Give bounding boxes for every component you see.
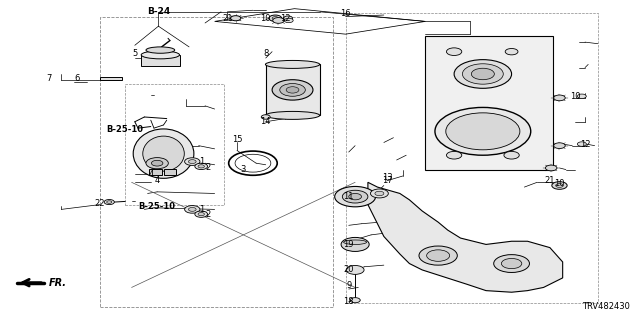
- Circle shape: [342, 190, 368, 203]
- Text: 13: 13: [381, 173, 392, 182]
- Polygon shape: [368, 182, 563, 292]
- Text: 18: 18: [344, 297, 354, 306]
- Bar: [266, 64, 320, 116]
- Circle shape: [188, 207, 196, 211]
- Circle shape: [375, 191, 384, 196]
- Circle shape: [504, 151, 519, 159]
- Circle shape: [107, 201, 112, 203]
- Text: 1: 1: [199, 205, 205, 214]
- Text: 21: 21: [545, 176, 555, 185]
- Text: 10: 10: [260, 14, 271, 23]
- Circle shape: [261, 115, 270, 119]
- Circle shape: [272, 80, 313, 100]
- Text: 5: 5: [132, 49, 138, 58]
- Text: 2: 2: [205, 210, 211, 219]
- Circle shape: [280, 84, 305, 96]
- Circle shape: [198, 212, 204, 216]
- Circle shape: [447, 151, 462, 159]
- Circle shape: [471, 68, 494, 80]
- Circle shape: [446, 113, 520, 150]
- Circle shape: [188, 160, 196, 164]
- Text: B-24: B-24: [147, 7, 170, 16]
- Text: 21: 21: [222, 14, 233, 23]
- Circle shape: [104, 199, 115, 204]
- Circle shape: [454, 60, 511, 88]
- Text: FR.: FR.: [49, 278, 67, 288]
- Ellipse shape: [266, 111, 320, 119]
- Text: 6: 6: [75, 74, 80, 83]
- Bar: [149, 169, 162, 175]
- Text: 17: 17: [381, 176, 392, 185]
- Circle shape: [371, 189, 388, 198]
- Text: 3: 3: [241, 165, 246, 174]
- Text: 10: 10: [554, 180, 564, 188]
- Text: 22: 22: [95, 198, 105, 207]
- Circle shape: [419, 246, 458, 265]
- Text: 10: 10: [570, 92, 580, 101]
- Text: B-25-10: B-25-10: [106, 125, 143, 134]
- Circle shape: [505, 49, 518, 55]
- Circle shape: [493, 255, 529, 272]
- Circle shape: [447, 48, 462, 55]
- Circle shape: [435, 108, 531, 155]
- Circle shape: [284, 18, 293, 23]
- Circle shape: [346, 266, 364, 274]
- Ellipse shape: [152, 160, 163, 166]
- Text: 7: 7: [46, 74, 51, 83]
- Text: 2: 2: [205, 164, 211, 172]
- Text: 4: 4: [148, 170, 154, 179]
- Ellipse shape: [143, 136, 184, 171]
- Circle shape: [184, 158, 200, 165]
- Text: 12: 12: [280, 14, 290, 23]
- Circle shape: [341, 237, 369, 252]
- Circle shape: [198, 165, 204, 168]
- Bar: [100, 76, 122, 80]
- Ellipse shape: [342, 243, 368, 249]
- Text: 14: 14: [260, 117, 271, 126]
- Circle shape: [184, 205, 200, 213]
- Ellipse shape: [266, 60, 320, 68]
- Text: 11: 11: [344, 192, 354, 201]
- Text: 8: 8: [263, 49, 268, 58]
- Ellipse shape: [146, 158, 168, 169]
- Circle shape: [554, 143, 565, 148]
- Ellipse shape: [344, 240, 367, 244]
- Ellipse shape: [146, 47, 175, 53]
- Text: 19: 19: [344, 240, 354, 249]
- Circle shape: [284, 16, 292, 20]
- Text: 16: 16: [340, 9, 351, 18]
- Text: 9: 9: [346, 281, 351, 290]
- Circle shape: [545, 165, 557, 171]
- Text: 12: 12: [580, 140, 590, 148]
- Circle shape: [286, 87, 299, 93]
- Circle shape: [195, 211, 207, 217]
- Circle shape: [427, 250, 450, 261]
- Text: 15: 15: [232, 135, 242, 144]
- Circle shape: [195, 163, 207, 170]
- Circle shape: [230, 16, 241, 21]
- Text: 1: 1: [199, 157, 205, 166]
- Circle shape: [554, 95, 565, 101]
- Text: 4: 4: [154, 176, 160, 185]
- Bar: [164, 169, 175, 175]
- Circle shape: [556, 184, 563, 188]
- Text: 20: 20: [344, 265, 354, 275]
- Circle shape: [552, 182, 567, 189]
- Circle shape: [577, 94, 586, 99]
- Circle shape: [577, 142, 586, 146]
- Circle shape: [273, 18, 284, 23]
- Bar: [426, 36, 553, 170]
- Ellipse shape: [133, 129, 194, 178]
- Circle shape: [269, 15, 282, 21]
- Circle shape: [501, 259, 522, 269]
- Circle shape: [335, 187, 376, 207]
- Text: B-25-10: B-25-10: [138, 202, 175, 211]
- Circle shape: [272, 17, 278, 20]
- Bar: [141, 55, 179, 66]
- Ellipse shape: [141, 51, 179, 59]
- Circle shape: [349, 194, 362, 200]
- Circle shape: [463, 64, 503, 84]
- Circle shape: [350, 298, 360, 303]
- Text: TRV482430: TRV482430: [582, 302, 630, 311]
